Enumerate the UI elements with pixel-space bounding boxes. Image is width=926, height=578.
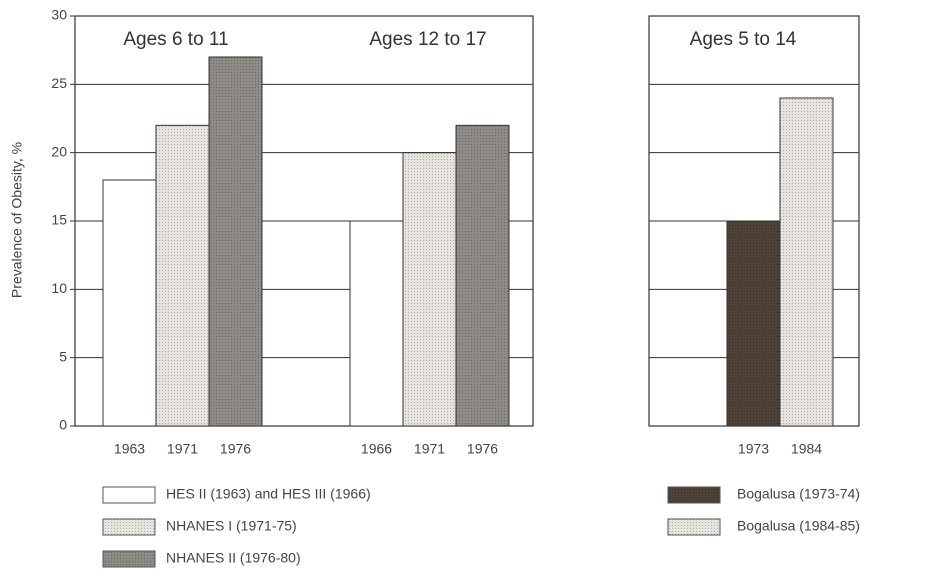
bar-texture (156, 125, 209, 426)
legend-label: HES II (1963) and HES III (1966) (166, 486, 371, 502)
legend-texture (668, 487, 720, 503)
bar (349, 220, 404, 427)
y-tick-label: 0 (59, 417, 67, 433)
group-title: Ages 12 to 17 (369, 29, 486, 50)
legend-texture (103, 551, 155, 567)
x-tick-label: 1976 (220, 441, 251, 457)
legend-texture (668, 519, 720, 535)
x-tick-label: 1971 (414, 441, 445, 457)
bar-texture (780, 98, 833, 426)
y-axis-label: Prevalence of Obesity, % (9, 142, 25, 298)
y-tick-label: 20 (51, 143, 67, 159)
x-tick-label: 1971 (167, 441, 198, 457)
legend-label: NHANES II (1976-80) (166, 550, 301, 566)
legend-texture (103, 519, 155, 535)
bar-texture (209, 57, 262, 426)
bar-texture (456, 125, 509, 426)
x-tick-label: 1963 (114, 441, 145, 457)
legend-label: Bogalusa (1984-85) (737, 518, 860, 534)
legend-label: Bogalusa (1973-74) (737, 486, 860, 502)
x-tick-label: 1984 (791, 441, 822, 457)
x-tick-label: 1973 (738, 441, 769, 457)
bar-texture (403, 152, 456, 426)
bar-texture (727, 221, 780, 426)
group-title: Ages 6 to 11 (123, 29, 228, 50)
y-tick-label: 15 (51, 212, 67, 228)
y-tick-label: 10 (51, 280, 67, 296)
bar (102, 179, 157, 427)
legend-label: NHANES I (1971-75) (166, 518, 297, 534)
y-tick-label: 30 (51, 7, 67, 23)
y-tick-label: 25 (51, 75, 67, 91)
y-tick-label: 5 (59, 348, 67, 364)
legend-swatch (102, 486, 156, 504)
x-tick-label: 1966 (361, 441, 392, 457)
group-title: Ages 5 to 14 (690, 29, 797, 50)
x-tick-label: 1976 (467, 441, 498, 457)
